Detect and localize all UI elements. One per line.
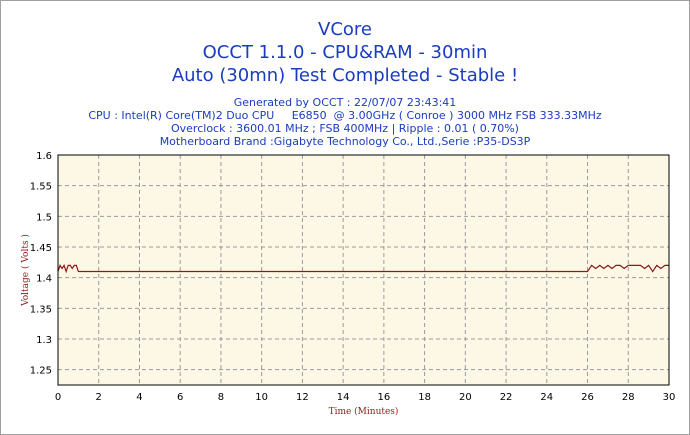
x-axis-ticks: 0 2 4 6 8 10 12 14 16 18 20 22 24 26 28 30: [55, 392, 676, 403]
x-tick-label: 12: [296, 392, 309, 403]
plot-area: [58, 155, 669, 385]
plot-border: [57, 154, 670, 386]
x-tick-label: 20: [459, 392, 472, 403]
x-tick-label: 8: [218, 392, 224, 403]
overclock-info: Overclock : 3600.01 MHz ; FSB 400MHz | R…: [171, 122, 519, 135]
chart-title: VCore: [318, 19, 372, 40]
y-tick-label: 1.35: [30, 304, 52, 315]
x-tick-label: 28: [622, 392, 635, 403]
x-tick-label: 6: [177, 392, 183, 403]
y-tick-label: 1.3: [36, 335, 52, 346]
x-tick-label: 22: [500, 392, 513, 403]
test-status: Auto (30mn) Test Completed - Stable !: [171, 65, 519, 86]
x-tick-label: 2: [96, 392, 102, 403]
y-tick-label: 1.5: [36, 212, 52, 223]
x-axis-label: Time (Minutes): [329, 406, 399, 417]
x-tick-label: 30: [663, 392, 676, 403]
motherboard-info: Motherboard Brand :Gigabyte Technology C…: [159, 135, 531, 148]
chart-subtitle: OCCT 1.1.0 - CPU&RAM - 30min: [202, 42, 488, 63]
y-axis-label: Voltage ( Volts ): [20, 234, 31, 307]
series-group: [57, 264, 669, 274]
x-tick-label: 10: [255, 392, 268, 403]
grid-lines: [58, 155, 669, 385]
y-tick-label: 1.25: [30, 366, 52, 377]
x-tick-label: 26: [581, 392, 594, 403]
y-tick-label: 1.6: [36, 151, 52, 162]
x-tick-label: 16: [377, 392, 390, 403]
x-tick-label: 18: [418, 392, 431, 403]
generated-info: Generated by OCCT : 22/07/07 23:43:41: [233, 96, 457, 109]
y-tick-label: 1.55: [30, 182, 52, 193]
x-tick-label: 4: [136, 392, 142, 403]
cpu-info: CPU : Intel(R) Core(TM)2 Duo CPU E6850 @…: [88, 109, 602, 122]
y-tick-label: 1.45: [30, 243, 52, 254]
series-line: [57, 264, 669, 274]
x-tick-label: 24: [540, 392, 553, 403]
y-tick-label: 1.4: [36, 274, 52, 285]
x-tick-label: 0: [55, 392, 61, 403]
y-axis-ticks: 1.25 1.3 1.35 1.4 1.45 1.5 1.55 1.6: [30, 151, 52, 377]
x-tick-label: 14: [337, 392, 350, 403]
